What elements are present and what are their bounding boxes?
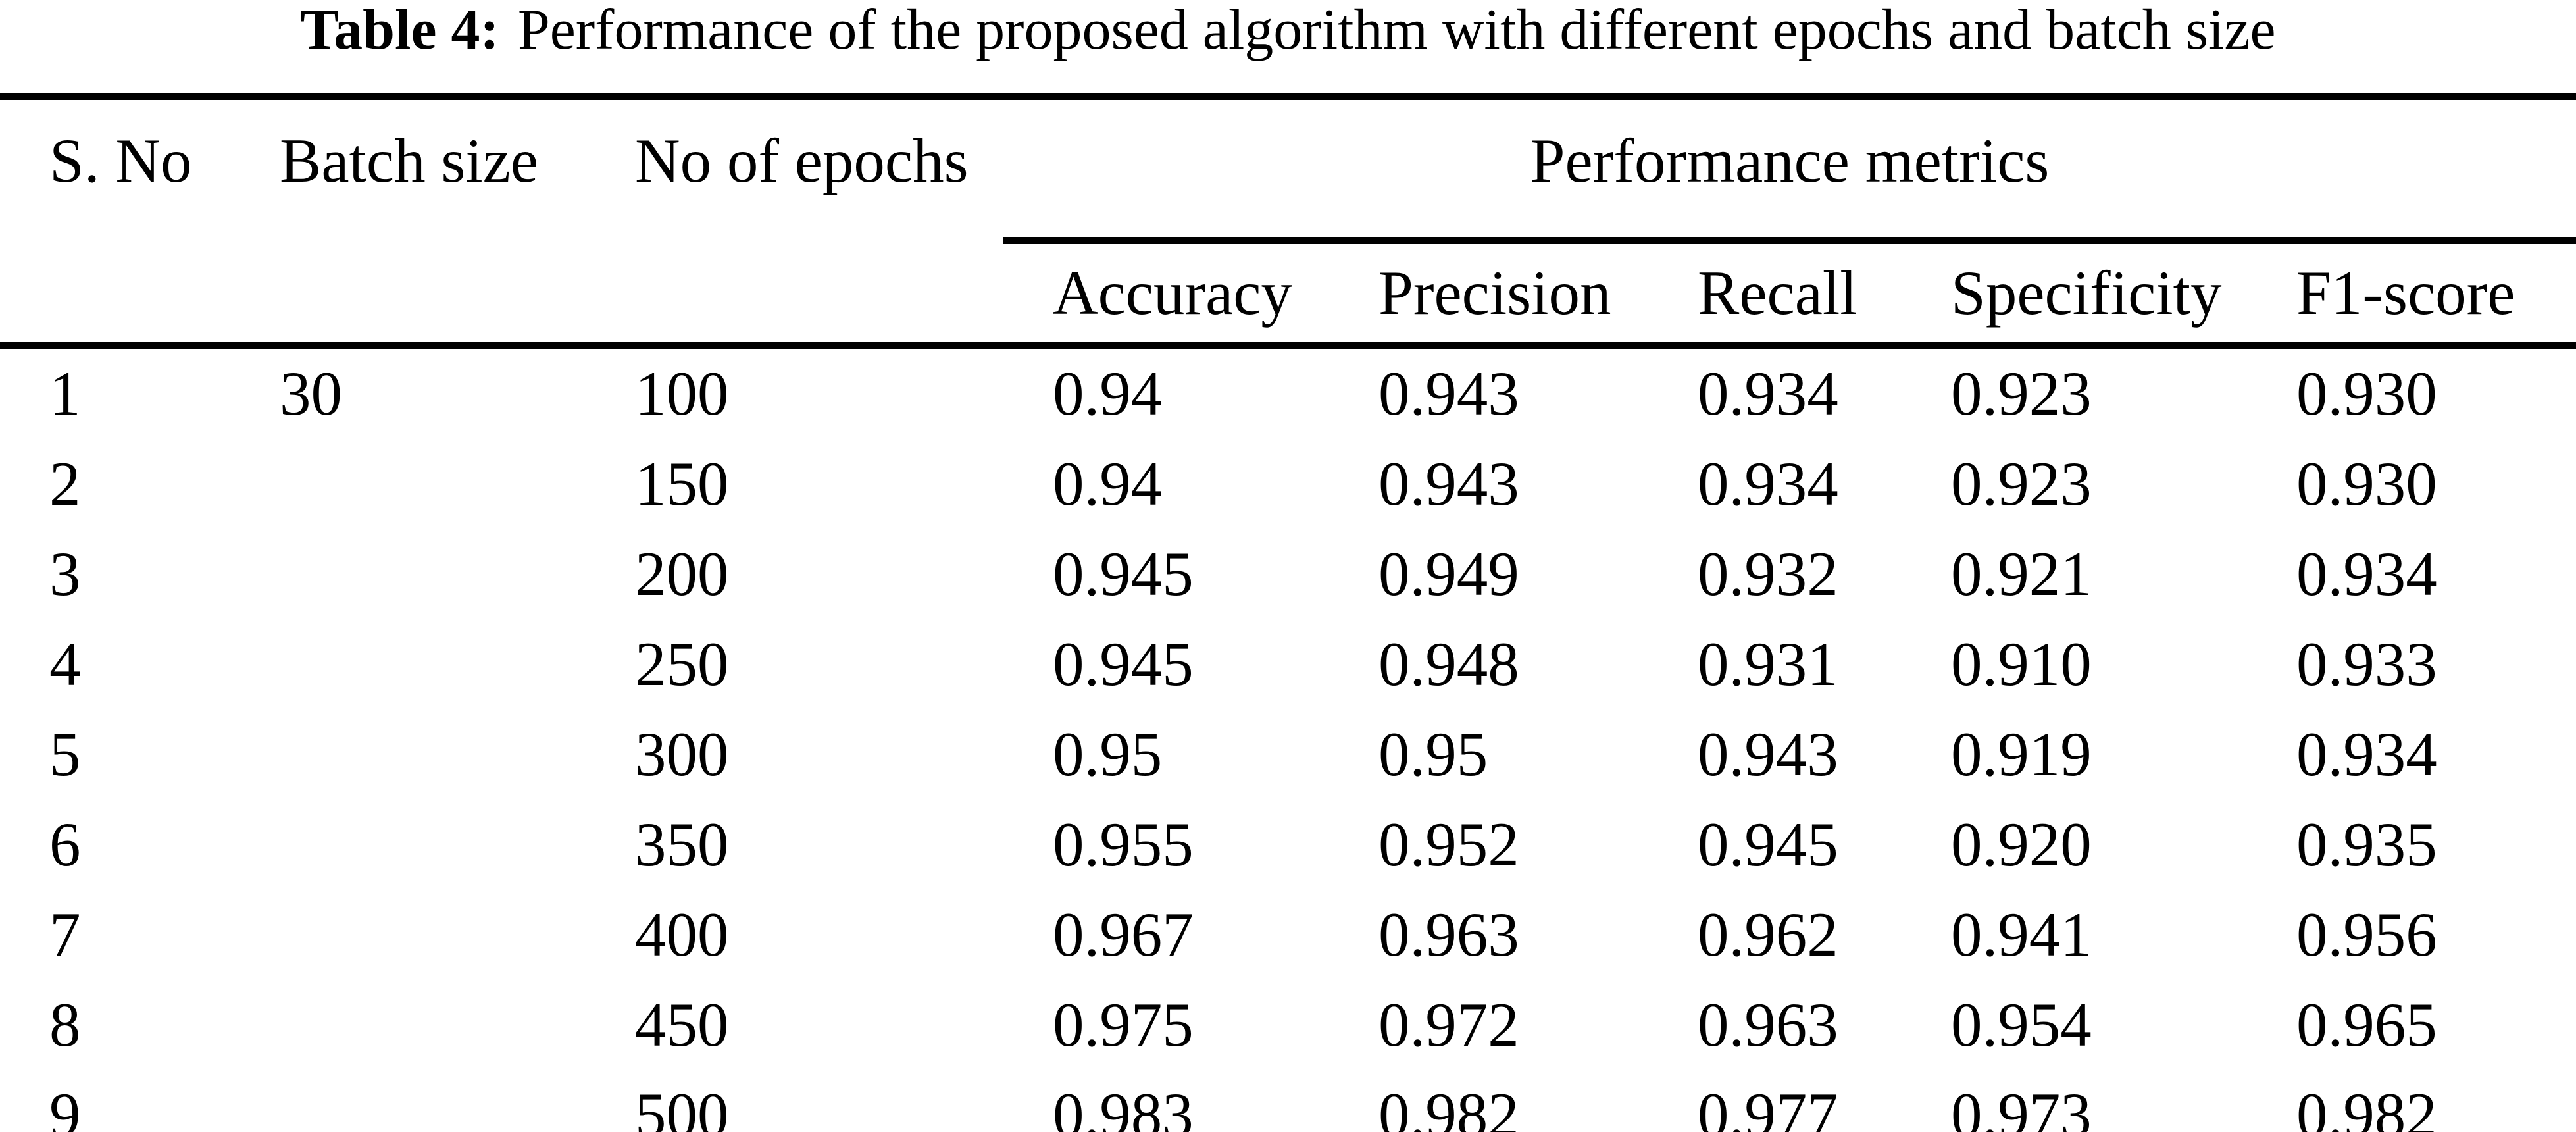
table-row: 6 350 0.955 0.952 0.945 0.920 0.935 — [0, 800, 2576, 890]
cell-f1-score: 0.934 — [2296, 539, 2437, 609]
cell-recall: 0.977 — [1698, 1080, 1838, 1132]
cell-batch-size — [230, 1070, 586, 1132]
cell-accuracy: 0.95 — [1053, 719, 1163, 789]
cell-recall: 0.945 — [1698, 810, 1838, 879]
cell-sno: 1 — [49, 359, 81, 428]
table-row: 9 500 0.983 0.982 0.977 0.973 0.982 — [0, 1070, 2576, 1132]
column-header-accuracy: Accuracy — [1003, 240, 1329, 349]
cell-accuracy: 0.945 — [1053, 629, 1194, 699]
table-row: 3 200 0.945 0.949 0.932 0.921 0.934 — [0, 529, 2576, 619]
cell-specificity: 0.923 — [1951, 449, 2092, 519]
cell-f1-score: 0.930 — [2296, 359, 2437, 428]
header-row-metrics: Accuracy Precision Recall Specificity F1… — [0, 240, 2576, 349]
performance-table: S. No Batch size No of epochs Performanc… — [0, 93, 2576, 1132]
cell-f1-score: 0.935 — [2296, 810, 2437, 879]
table-row: 4 250 0.945 0.948 0.931 0.910 0.933 — [0, 619, 2576, 709]
cell-sno: 7 — [49, 900, 81, 969]
table-row: 7 400 0.967 0.963 0.962 0.941 0.956 — [0, 890, 2576, 980]
cell-accuracy: 0.945 — [1053, 539, 1194, 609]
table-row: 1 30 100 0.94 0.943 0.934 0.923 0.930 — [0, 346, 2576, 439]
cell-epochs: 500 — [635, 1080, 729, 1132]
cell-recall: 0.943 — [1698, 719, 1838, 789]
cell-recall: 0.931 — [1698, 629, 1838, 699]
cell-f1-score: 0.965 — [2296, 990, 2437, 1060]
cell-batch-size — [230, 980, 586, 1070]
cell-sno: 3 — [49, 539, 81, 609]
cell-f1-score: 0.930 — [2296, 449, 2437, 519]
cell-precision: 0.972 — [1378, 990, 1519, 1060]
column-header-recall: Recall — [1648, 240, 1902, 349]
cell-specificity: 0.919 — [1951, 719, 2092, 789]
cell-batch-size: 30 — [280, 359, 342, 428]
cell-recall: 0.934 — [1698, 449, 1838, 519]
table-row: 8 450 0.975 0.972 0.963 0.954 0.965 — [0, 980, 2576, 1070]
column-header-f1-score: F1-score — [2247, 240, 2576, 349]
column-header-batch-size: Batch size — [230, 97, 586, 349]
cell-specificity: 0.954 — [1951, 990, 2092, 1060]
cell-epochs: 250 — [635, 629, 729, 699]
cell-specificity: 0.941 — [1951, 900, 2092, 969]
cell-specificity: 0.923 — [1951, 359, 2092, 428]
cell-specificity: 0.973 — [1951, 1080, 2092, 1132]
cell-precision: 0.95 — [1378, 719, 1488, 789]
cell-precision: 0.943 — [1378, 449, 1519, 519]
table-row: 5 300 0.95 0.95 0.943 0.919 0.934 — [0, 709, 2576, 800]
cell-batch-size — [230, 619, 586, 709]
cell-specificity: 0.921 — [1951, 539, 2092, 609]
column-header-sno: S. No — [0, 97, 230, 349]
cell-recall: 0.963 — [1698, 990, 1838, 1060]
cell-sno: 5 — [49, 719, 81, 789]
cell-epochs: 300 — [635, 719, 729, 789]
cell-precision: 0.952 — [1378, 810, 1519, 879]
column-header-group-performance-metrics: Performance metrics — [1003, 97, 2576, 244]
table-caption-text: Performance of the proposed algorithm wi… — [517, 0, 2276, 62]
cell-specificity: 0.910 — [1951, 629, 2092, 699]
cell-epochs: 200 — [635, 539, 729, 609]
column-header-precision: Precision — [1329, 240, 1648, 349]
cell-precision: 0.982 — [1378, 1080, 1519, 1132]
table-caption: Table 4: Performance of the proposed alg… — [0, 0, 2576, 93]
header-row-main: S. No Batch size No of epochs Performanc… — [0, 97, 2576, 349]
cell-precision: 0.963 — [1378, 900, 1519, 969]
cell-accuracy: 0.94 — [1053, 359, 1163, 428]
table-caption-number: Table 4: — [300, 0, 499, 62]
cell-precision: 0.948 — [1378, 629, 1519, 699]
cell-batch-size — [230, 800, 586, 890]
cell-recall: 0.932 — [1698, 539, 1838, 609]
cell-sno: 4 — [49, 629, 81, 699]
cell-batch-size — [230, 529, 586, 619]
cell-epochs: 350 — [635, 810, 729, 879]
cell-precision: 0.943 — [1378, 359, 1519, 428]
cell-precision: 0.949 — [1378, 539, 1519, 609]
cell-recall: 0.962 — [1698, 900, 1838, 969]
cell-sno: 9 — [49, 1080, 81, 1132]
cell-accuracy: 0.94 — [1053, 449, 1163, 519]
cell-epochs: 400 — [635, 900, 729, 969]
cell-batch-size — [230, 709, 586, 800]
cell-epochs: 150 — [635, 449, 729, 519]
cell-accuracy: 0.955 — [1053, 810, 1194, 879]
cell-epochs: 100 — [635, 359, 729, 428]
cell-sno: 2 — [49, 449, 81, 519]
cell-f1-score: 0.933 — [2296, 629, 2437, 699]
column-header-epochs: No of epochs — [586, 97, 1003, 349]
cell-sno: 8 — [49, 990, 81, 1060]
cell-specificity: 0.920 — [1951, 810, 2092, 879]
table-row: 2 150 0.94 0.943 0.934 0.923 0.930 — [0, 439, 2576, 529]
cell-accuracy: 0.967 — [1053, 900, 1194, 969]
cell-epochs: 450 — [635, 990, 729, 1060]
cell-f1-score: 0.982 — [2296, 1080, 2437, 1132]
cell-f1-score: 0.934 — [2296, 719, 2437, 789]
cell-sno: 6 — [49, 810, 81, 879]
cell-recall: 0.934 — [1698, 359, 1838, 428]
cell-f1-score: 0.956 — [2296, 900, 2437, 969]
cell-accuracy: 0.975 — [1053, 990, 1194, 1060]
column-header-specificity: Specificity — [1902, 240, 2247, 349]
cell-batch-size — [230, 439, 586, 529]
cell-accuracy: 0.983 — [1053, 1080, 1194, 1132]
cell-batch-size — [230, 890, 586, 980]
